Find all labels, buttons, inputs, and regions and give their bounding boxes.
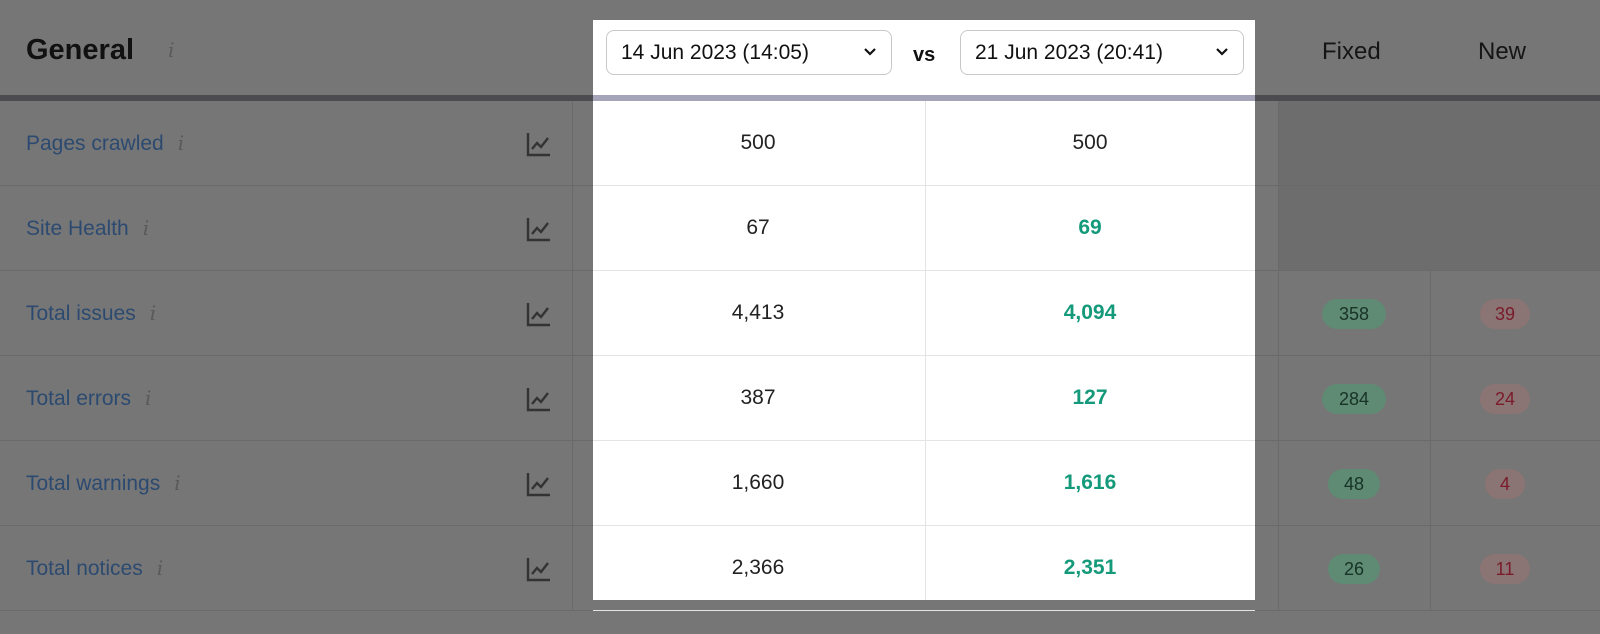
- metric-link[interactable]: Site Health i: [26, 216, 149, 241]
- fixed-badge[interactable]: 358: [1322, 299, 1386, 329]
- empty-cells: [1278, 101, 1600, 271]
- value-date2: 1,616: [1063, 471, 1117, 494]
- trend-chart-icon[interactable]: [526, 216, 552, 242]
- metric-link[interactable]: Total warnings i: [26, 471, 181, 496]
- chevron-down-icon: [1216, 48, 1228, 56]
- column-divider: [1430, 271, 1431, 611]
- date1-value: 14 Jun 2023 (14:05): [621, 41, 809, 64]
- value-date1: 500: [740, 131, 776, 154]
- value-date1: 1,660: [731, 471, 785, 494]
- info-icon[interactable]: i: [142, 216, 150, 240]
- trend-chart-icon[interactable]: [526, 131, 552, 157]
- new-badge[interactable]: 39: [1480, 299, 1530, 329]
- value-date2: 2,351: [1063, 556, 1117, 579]
- fixed-badge[interactable]: 48: [1328, 469, 1380, 499]
- panel-header-divider: [593, 95, 1255, 101]
- column-header-fixed: Fixed: [1322, 38, 1381, 65]
- value-date1: 67: [746, 216, 770, 239]
- value-date2: 69: [1078, 216, 1102, 239]
- metric-label: Total issues: [26, 302, 136, 325]
- trend-chart-icon[interactable]: [526, 301, 552, 327]
- column-divider: [925, 101, 926, 600]
- value-date1: 4,413: [731, 301, 785, 324]
- value-date2: 127: [1072, 386, 1108, 409]
- metric-label: Total warnings: [26, 472, 161, 495]
- column-divider: [572, 101, 573, 611]
- value-date2: 4,094: [1063, 301, 1117, 324]
- metric-link[interactable]: Pages crawled i: [26, 131, 184, 156]
- page-title: General: [26, 34, 134, 66]
- new-badge[interactable]: 4: [1485, 469, 1525, 499]
- column-divider: [1278, 101, 1279, 611]
- value-date2: 500: [1072, 131, 1108, 154]
- value-date1: 2,366: [731, 556, 785, 579]
- vs-label: vs: [913, 44, 936, 66]
- new-badge[interactable]: 24: [1480, 384, 1530, 414]
- metric-label: Site Health: [26, 217, 129, 240]
- comparison-row: 1,660 1,616: [593, 441, 1255, 526]
- value-date1: 387: [740, 386, 776, 409]
- metric-link[interactable]: Total issues i: [26, 301, 156, 326]
- comparison-row: 387 127: [593, 356, 1255, 441]
- comparison-row: 500 500: [593, 101, 1255, 186]
- metric-label: Total errors: [26, 387, 132, 410]
- date2-value: 21 Jun 2023 (20:41): [975, 41, 1163, 64]
- trend-chart-icon[interactable]: [526, 556, 552, 582]
- metric-label: Pages crawled: [26, 132, 164, 155]
- date1-dropdown[interactable]: 14 Jun 2023 (14:05): [606, 30, 892, 75]
- chevron-down-icon: [864, 48, 876, 56]
- metric-link[interactable]: Total notices i: [26, 556, 163, 581]
- info-icon[interactable]: i: [168, 38, 175, 62]
- column-header-new: New: [1478, 38, 1527, 65]
- comparison-row: 4,413 4,094: [593, 271, 1255, 356]
- trend-chart-icon[interactable]: [526, 386, 552, 412]
- date2-dropdown[interactable]: 21 Jun 2023 (20:41): [960, 30, 1244, 75]
- info-icon[interactable]: i: [156, 556, 164, 580]
- info-icon[interactable]: i: [149, 301, 157, 325]
- info-icon[interactable]: i: [145, 386, 152, 410]
- comparison-row: 2,366 2,351: [593, 526, 1255, 611]
- info-icon[interactable]: i: [177, 131, 185, 155]
- metric-link[interactable]: Total errors i: [26, 386, 151, 411]
- trend-chart-icon[interactable]: [526, 471, 552, 497]
- comparison-row: 67 69: [593, 186, 1255, 271]
- comparison-panel: 14 Jun 2023 (14:05) vs 21 Jun 2023 (20:4…: [593, 20, 1255, 611]
- metric-label: Total notices: [26, 557, 143, 580]
- new-badge[interactable]: 11: [1480, 554, 1530, 584]
- fixed-badge[interactable]: 284: [1322, 384, 1386, 414]
- fixed-badge[interactable]: 26: [1328, 554, 1380, 584]
- info-icon[interactable]: i: [174, 471, 181, 495]
